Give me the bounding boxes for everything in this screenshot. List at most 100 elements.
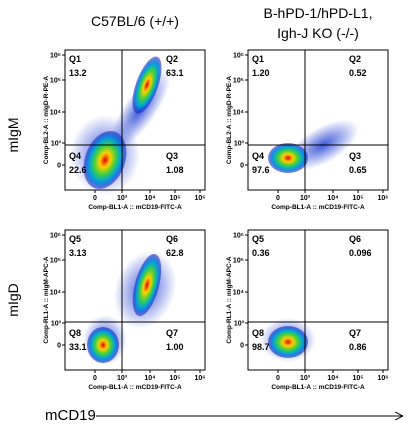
x-axis-title: Comp-BL1-A :: mCD19-FITC-A bbox=[271, 384, 365, 391]
cloud bbox=[87, 327, 119, 363]
y-tick-label: 10⁴ bbox=[50, 290, 62, 297]
quadrant-value: 0.52 bbox=[349, 68, 367, 78]
x-tick-label: 10⁵ bbox=[169, 195, 180, 202]
quadrant-name: Q3 bbox=[166, 151, 178, 161]
y-tick-label: 0 bbox=[240, 163, 244, 170]
quadrant-value: 63.1 bbox=[166, 68, 184, 78]
quadrant-name: Q7 bbox=[166, 328, 178, 338]
x-tick-label: 10⁶ bbox=[194, 375, 205, 382]
quadrant-name: Q6 bbox=[166, 234, 178, 244]
quadrant-value: 1.20 bbox=[252, 68, 270, 78]
cloud bbox=[132, 253, 162, 317]
quadrant-value: 33.1 bbox=[69, 342, 87, 352]
y-tick-label: 10³ bbox=[51, 141, 62, 148]
quadrant-value: 1.08 bbox=[166, 165, 184, 175]
quadrant-name: Q1 bbox=[69, 54, 81, 64]
quadrant-name: Q4 bbox=[252, 151, 264, 161]
x-axis-title: Comp-BL1-A :: mCD19-FITC-A bbox=[88, 384, 182, 391]
quadrant-name: Q7 bbox=[349, 328, 361, 338]
x-tick-label: 0 bbox=[276, 195, 280, 202]
quadrant-name: Q6 bbox=[349, 234, 361, 244]
quadrant-value: 1.00 bbox=[166, 342, 184, 352]
x-axis-title: Comp-BL1-A :: mCD19-FITC-A bbox=[271, 204, 365, 211]
column-header: B-hPD-1/hPD-L1, bbox=[264, 5, 373, 21]
x-tick-label: 10³ bbox=[117, 195, 128, 202]
quadrant-value: 0.36 bbox=[252, 248, 270, 258]
y-tick-label: 10⁶ bbox=[50, 53, 61, 60]
x-label: mCD19 bbox=[45, 407, 96, 424]
panel: Q1 13.2 Q2 63.1 Q4 22.6 Q3 1.08 0 10³ 10⁴ 10⁵ 10⁶ 0 10… bbox=[43, 49, 206, 211]
y-tick-label: 0 bbox=[240, 343, 244, 350]
y-tick-label: 10⁵ bbox=[233, 258, 244, 265]
x-tick-label: 10⁴ bbox=[327, 195, 339, 202]
cloud bbox=[268, 143, 308, 173]
column-header: C57BL/6 (+/+) bbox=[91, 13, 179, 29]
panel: Q5 0.36 Q6 0.096 Q8 98.7 Q7 0.86 0 10³ 10⁴ 10⁵ 10⁶ 0 1… bbox=[226, 229, 389, 391]
panel: Q1 1.20 Q2 0.52 Q4 97.6 Q3 0.65 0 10³ 10⁴ 10⁵ 10⁶ 0 10… bbox=[226, 49, 389, 211]
y-axis-title: Comp-RL1-A :: mIgM-APC-A bbox=[226, 256, 233, 343]
y-tick-label: 10⁴ bbox=[233, 110, 245, 117]
quadrant-value: 0.096 bbox=[349, 248, 372, 258]
y-tick-label: 10⁶ bbox=[50, 233, 61, 240]
x-tick-label: 10⁶ bbox=[194, 195, 205, 202]
quadrant-value: 0.86 bbox=[349, 342, 367, 352]
quadrant-name: Q5 bbox=[69, 234, 81, 244]
quadrant-value: 97.6 bbox=[252, 165, 270, 175]
quadrant-name: Q2 bbox=[349, 54, 361, 64]
x-tick-label: 10⁴ bbox=[327, 375, 339, 382]
y-axis-title: Comp-BL2-A :: mIgD-R-PE-A bbox=[43, 76, 50, 165]
y-axis-title: Comp-RL1-A :: mIgM-APC-A bbox=[43, 256, 50, 343]
y-tick-label: 10⁵ bbox=[50, 258, 61, 265]
y-tick-label: 10³ bbox=[234, 141, 245, 148]
quadrant-name: Q5 bbox=[252, 234, 264, 244]
x-tick-label: 10⁵ bbox=[169, 375, 180, 382]
cloud bbox=[132, 56, 162, 114]
x-tick-label: 10⁶ bbox=[377, 195, 388, 202]
panel: Q5 3.13 Q6 62.8 Q8 33.1 Q7 1.00 0 10³ 10⁴ 10⁵ 10⁶ 0 10… bbox=[43, 229, 206, 391]
x-tick-label: 10⁵ bbox=[352, 195, 363, 202]
y-tick-label: 10⁴ bbox=[233, 290, 245, 297]
y-tick-label: 0 bbox=[57, 163, 61, 170]
y-tick-label: 10³ bbox=[234, 321, 245, 328]
quadrant-name: Q8 bbox=[69, 328, 81, 338]
quadrant-name: Q1 bbox=[252, 54, 264, 64]
x-tick-label: 10⁶ bbox=[377, 375, 388, 382]
y-tick-label: 10³ bbox=[51, 321, 62, 328]
plot-frame bbox=[64, 49, 206, 191]
x-tick-label: 0 bbox=[93, 195, 97, 202]
x-tick-label: 10⁴ bbox=[144, 195, 156, 202]
y-axis-title: Comp-BL2-A :: mIgD-R-PE-A bbox=[226, 76, 233, 165]
quadrant-value: 13.2 bbox=[69, 68, 87, 78]
x-tick-label: 10³ bbox=[300, 375, 311, 382]
quadrant-name: Q2 bbox=[166, 54, 178, 64]
y-tick-label: 10⁴ bbox=[50, 110, 62, 117]
y-tick-label: 10⁶ bbox=[233, 53, 244, 60]
row-label: mIgD bbox=[5, 283, 21, 316]
x-tick-label: 10³ bbox=[117, 375, 128, 382]
quadrant-value: 3.13 bbox=[69, 248, 87, 258]
quadrant-name: Q3 bbox=[349, 151, 361, 161]
row-label: mIgM bbox=[5, 118, 21, 153]
quadrant-name: Q4 bbox=[69, 151, 81, 161]
cloud bbox=[268, 326, 308, 358]
plot-frame bbox=[247, 229, 389, 371]
x-tick-label: 0 bbox=[93, 375, 97, 382]
quadrant-value: 62.8 bbox=[166, 248, 184, 258]
quadrant-name: Q8 bbox=[252, 328, 264, 338]
x-tick-label: 10³ bbox=[300, 195, 311, 202]
x-tick-label: 0 bbox=[276, 375, 280, 382]
plot-frame bbox=[247, 49, 389, 191]
y-tick-label: 10⁵ bbox=[50, 78, 61, 85]
x-axis-title: Comp-BL1-A :: mCD19-FITC-A bbox=[88, 204, 182, 211]
column-header: Igh-J KO (-/-) bbox=[277, 25, 359, 41]
quadrant-value: 22.6 bbox=[69, 165, 87, 175]
y-tick-label: 10⁶ bbox=[233, 233, 244, 240]
plot-frame bbox=[64, 229, 206, 371]
x-tick-label: 10⁵ bbox=[352, 375, 363, 382]
quadrant-value: 0.65 bbox=[349, 165, 367, 175]
y-tick-label: 10⁵ bbox=[233, 78, 244, 85]
quadrant-value: 98.7 bbox=[252, 342, 270, 352]
x-tick-label: 10⁴ bbox=[144, 375, 156, 382]
y-tick-label: 0 bbox=[57, 343, 61, 350]
